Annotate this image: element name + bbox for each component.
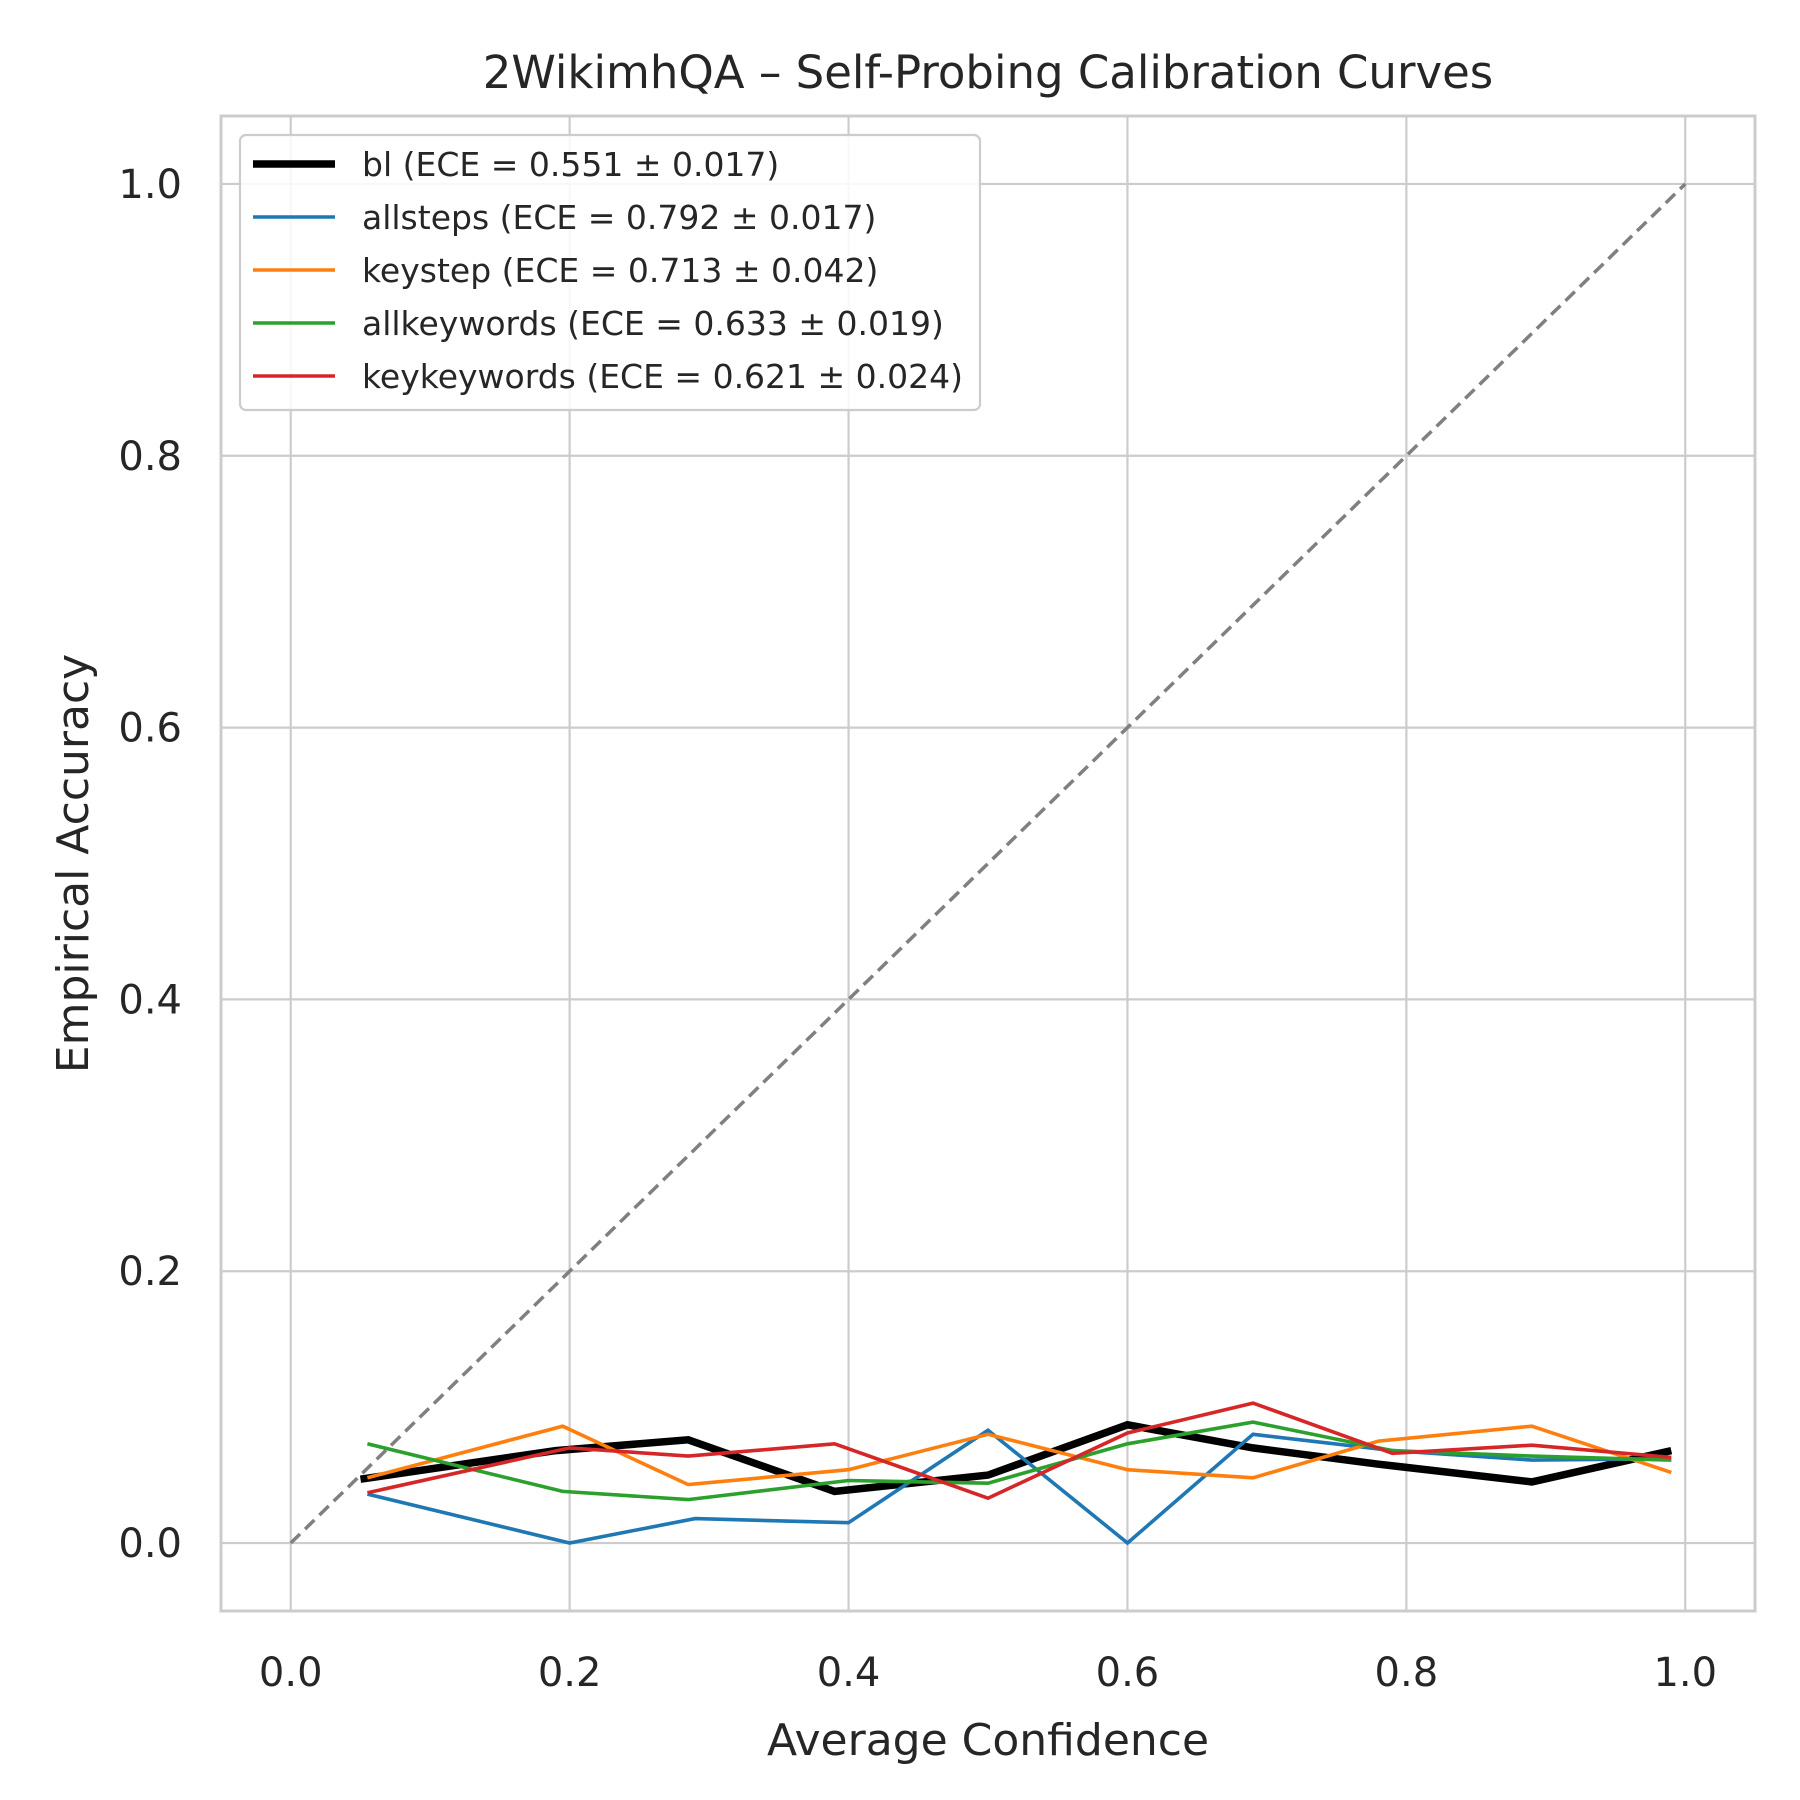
plot-frame (219, 114, 1757, 1613)
series-line-5 (367, 1401, 1672, 1501)
legend-box (238, 133, 982, 412)
y-tick-label: 0.6 (118, 706, 182, 752)
legend-label-5: keykeywords (ECE = 0.621 ± 0.024) (362, 357, 963, 396)
series-line-4 (366, 1420, 1672, 1502)
series-line-1 (359, 1420, 1673, 1496)
y-axis-title: Empirical Accuracy (48, 654, 99, 1073)
legend-label-2: allsteps (ECE = 0.792 ± 0.017) (362, 198, 876, 237)
x-tick-label: 1.0 (1653, 1650, 1717, 1696)
perfect-calibration-line (289, 182, 1687, 1545)
y-tick-label: 0.2 (118, 1249, 182, 1295)
x-tick-label: 0.2 (538, 1650, 602, 1696)
chart-title: 2WikimhQA – Self-Probing Calibration Cur… (483, 46, 1493, 99)
series-line-2 (366, 1427, 1672, 1546)
y-tick-label: 0.4 (118, 977, 182, 1023)
x-tick-label: 0.6 (1096, 1650, 1160, 1696)
x-tick-label: 0.8 (1375, 1650, 1439, 1696)
series-line-3 (366, 1424, 1672, 1487)
x-tick-label: 0.0 (259, 1650, 323, 1696)
x-tick-label: 0.4 (817, 1650, 881, 1696)
tick-labels: 0.0 0.2 0.4 0.6 0.8 1.0 0.0 0.2 0.4 0.6 0.8 1.0 (118, 162, 1717, 1696)
legend-label-3: keystep (ECE = 0.713 ± 0.042) (362, 251, 878, 290)
series-lines (359, 1401, 1673, 1546)
y-tick-label: 1.0 (118, 162, 182, 208)
legend-label-4: allkeywords (ECE = 0.633 ± 0.019) (362, 304, 944, 343)
y-tick-label: 0.8 (118, 434, 182, 480)
legend: bl (ECE = 0.551 ± 0.017) allsteps (ECE = … (238, 133, 982, 412)
y-tick-label: 0.0 (118, 1521, 182, 1567)
legend-label-1: bl (ECE = 0.551 ± 0.017) (362, 145, 779, 184)
x-axis-title: Average Confidence (767, 1715, 1209, 1766)
